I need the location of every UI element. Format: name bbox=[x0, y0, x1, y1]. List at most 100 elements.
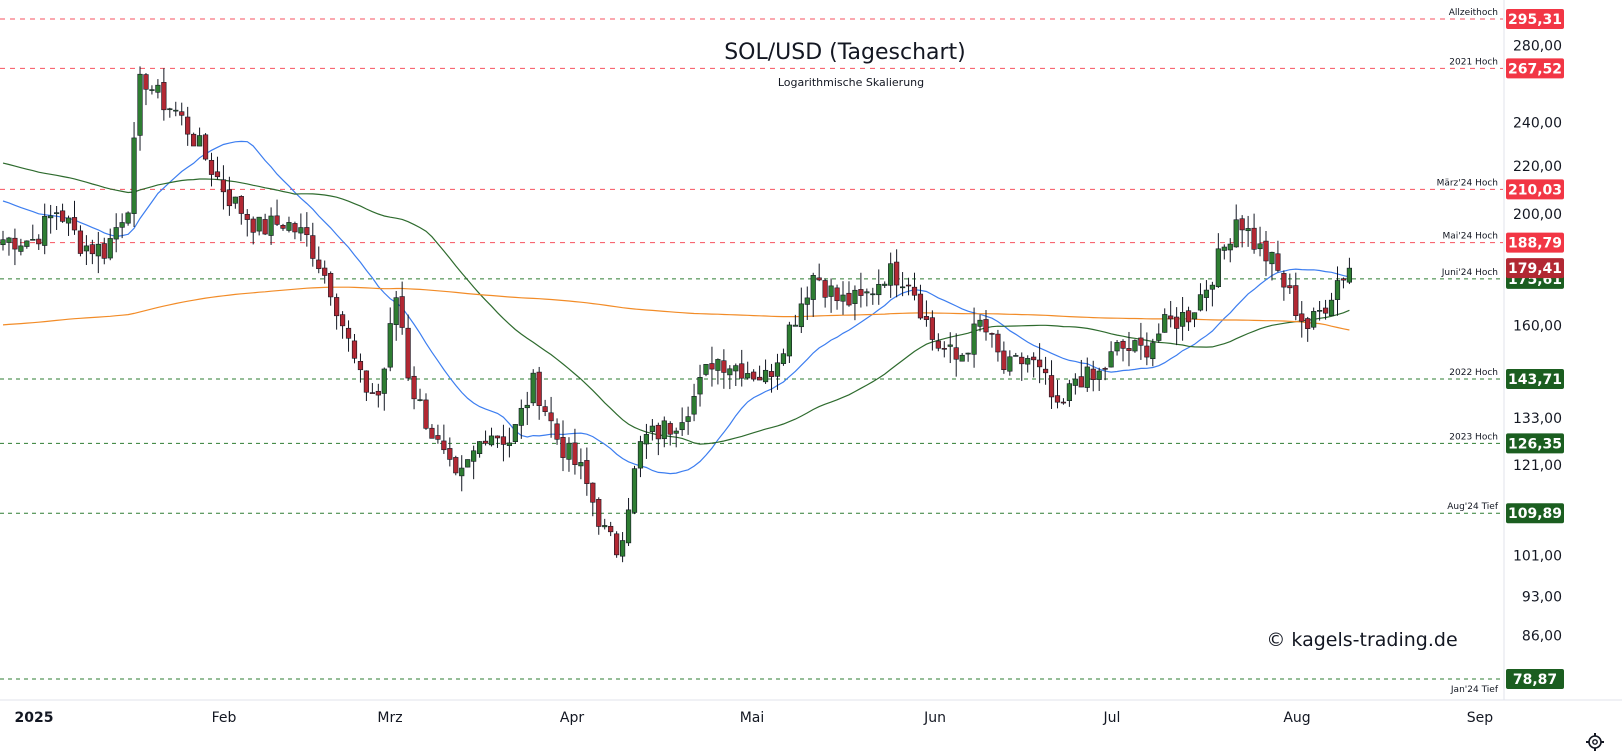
candle bbox=[751, 369, 757, 382]
level-price-text: 267,52 bbox=[1508, 61, 1562, 77]
candle bbox=[1090, 360, 1096, 392]
candle bbox=[292, 221, 298, 240]
candle bbox=[167, 107, 173, 118]
time-axis[interactable]: 2025 Feb Mrz Apr Mai Jun Jul Aug Sep bbox=[0, 699, 1622, 726]
level-price-text: 210,03 bbox=[1508, 182, 1562, 198]
candle bbox=[244, 209, 250, 237]
candle bbox=[1269, 251, 1275, 281]
candle bbox=[888, 252, 894, 298]
candle bbox=[298, 213, 304, 242]
candle bbox=[459, 455, 465, 492]
candle bbox=[1209, 281, 1215, 307]
candle bbox=[1013, 352, 1019, 357]
level-price-badge bbox=[1506, 179, 1564, 200]
watermark: © kagels-trading.de bbox=[1266, 629, 1457, 651]
candle bbox=[1179, 297, 1186, 341]
candle bbox=[1138, 322, 1144, 360]
candle bbox=[1251, 213, 1257, 254]
gear-icon[interactable] bbox=[1586, 733, 1604, 751]
candle bbox=[399, 281, 405, 335]
candle bbox=[1191, 312, 1198, 328]
candle bbox=[608, 521, 614, 537]
candle bbox=[131, 122, 137, 227]
level-price-badge bbox=[1506, 669, 1564, 689]
candle bbox=[310, 222, 316, 267]
candle bbox=[1203, 280, 1210, 312]
candle bbox=[590, 482, 596, 517]
candle bbox=[1042, 356, 1049, 385]
level-price-badge bbox=[1506, 369, 1564, 390]
candle bbox=[42, 203, 48, 255]
candle bbox=[554, 418, 560, 445]
candle bbox=[1311, 307, 1317, 330]
level-price-text: 143,71 bbox=[1508, 372, 1562, 388]
time-tick-label: Aug bbox=[1283, 710, 1310, 726]
candle bbox=[1084, 357, 1090, 392]
candle bbox=[345, 320, 352, 352]
candle bbox=[488, 427, 495, 447]
time-tick-label: Sep bbox=[1467, 710, 1494, 726]
candle bbox=[822, 278, 828, 308]
candle bbox=[54, 205, 60, 230]
candle bbox=[65, 215, 72, 236]
level-price-text: 78,87 bbox=[1513, 672, 1557, 688]
candle bbox=[351, 333, 358, 364]
candle bbox=[935, 333, 941, 352]
candle bbox=[834, 284, 840, 310]
candle bbox=[1114, 339, 1120, 356]
candle bbox=[328, 271, 334, 306]
candle bbox=[995, 329, 1001, 362]
candle bbox=[542, 399, 548, 417]
candle bbox=[155, 79, 161, 99]
ma20-line bbox=[2, 140, 1350, 475]
candle bbox=[494, 435, 501, 448]
candle bbox=[864, 288, 870, 307]
candle bbox=[596, 497, 602, 535]
last-price-text: 179,41 bbox=[1508, 261, 1562, 277]
candle bbox=[268, 207, 274, 245]
candle bbox=[506, 427, 512, 458]
candle bbox=[780, 348, 787, 366]
candle bbox=[1078, 359, 1084, 388]
candle bbox=[191, 132, 197, 147]
candle bbox=[435, 424, 441, 444]
chart-title: SOL/USD (Tageschart) bbox=[724, 40, 966, 65]
candle bbox=[852, 285, 858, 321]
candlesticks bbox=[0, 66, 1353, 563]
candle bbox=[721, 349, 727, 389]
price-tick-label: 121,00 bbox=[1513, 458, 1562, 474]
candle bbox=[762, 359, 769, 384]
candle bbox=[774, 353, 781, 390]
candle bbox=[143, 73, 149, 106]
level-label: März'24 Hoch bbox=[1437, 178, 1498, 188]
candle bbox=[101, 237, 107, 265]
candle bbox=[1263, 231, 1269, 277]
candle bbox=[429, 424, 435, 439]
candle bbox=[1275, 240, 1281, 273]
price-axis[interactable]: 280,00 240,00 220,00 200,00 160,00 133,00 121,… bbox=[1503, 0, 1562, 700]
candle bbox=[816, 263, 822, 282]
candle bbox=[786, 321, 792, 364]
candle bbox=[202, 133, 209, 161]
candle bbox=[792, 314, 798, 327]
candle bbox=[1168, 300, 1174, 328]
time-tick-label: Apr bbox=[560, 710, 584, 726]
ma200-line bbox=[2, 286, 1350, 331]
candle bbox=[1197, 283, 1204, 312]
candle bbox=[417, 388, 423, 402]
candle bbox=[238, 195, 244, 225]
candle bbox=[232, 196, 238, 209]
candle bbox=[71, 200, 78, 235]
candle bbox=[1227, 238, 1233, 263]
candle bbox=[256, 216, 262, 236]
candle bbox=[1060, 398, 1067, 405]
candle bbox=[745, 361, 751, 380]
candle bbox=[387, 307, 393, 372]
level-price-badge bbox=[1506, 9, 1564, 29]
candle bbox=[1299, 301, 1305, 338]
time-tick-label: Jun bbox=[923, 710, 946, 726]
candle bbox=[405, 314, 411, 382]
candle bbox=[1144, 332, 1150, 366]
price-tick-label: 101,00 bbox=[1513, 548, 1562, 564]
candle bbox=[923, 300, 930, 327]
